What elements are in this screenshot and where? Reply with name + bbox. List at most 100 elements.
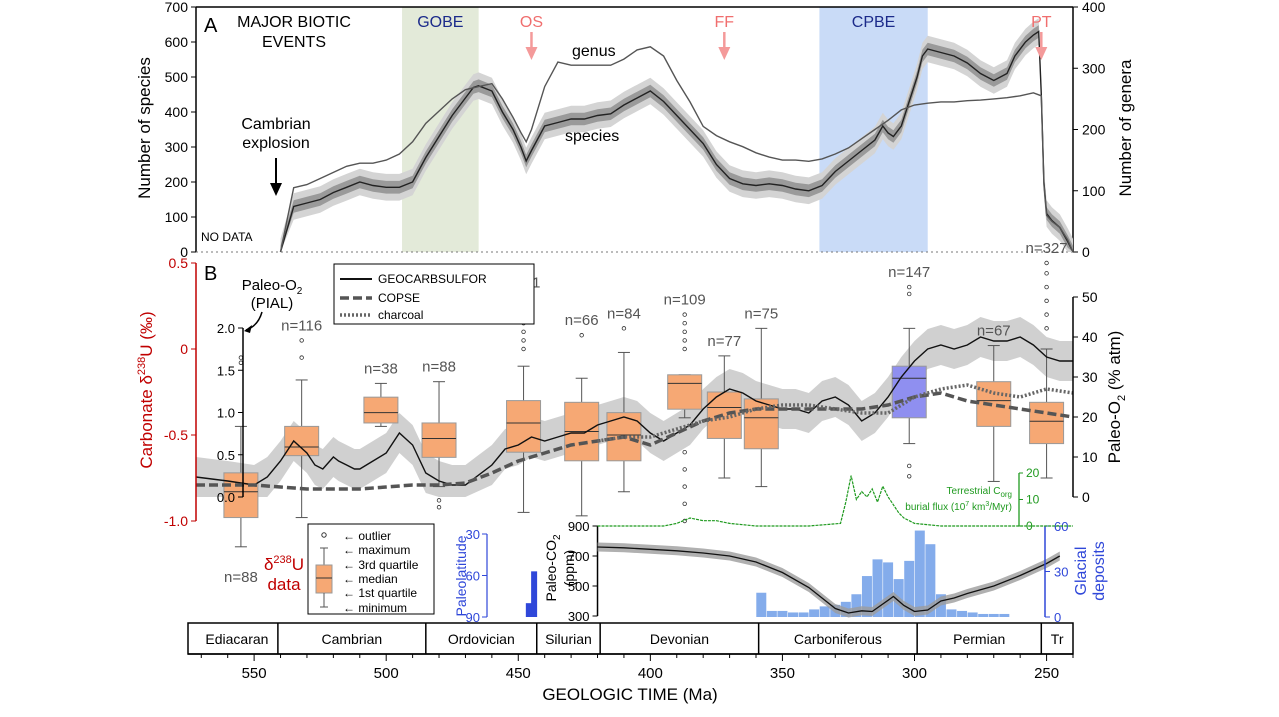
terrestrial-tick-label: 0 xyxy=(1026,519,1033,533)
o2-tick-label: 40 xyxy=(1082,329,1098,345)
pial-tick-label: 1.0 xyxy=(217,406,235,421)
glacial-bar xyxy=(999,613,1010,617)
o2-tick-label: 0 xyxy=(1082,489,1090,505)
cambrian-explosion-line1: Cambrian xyxy=(241,116,310,133)
glacial-bar xyxy=(809,609,820,617)
box-count-label: n=116 xyxy=(281,317,322,334)
u-isotope-boxplots: n=88n=116n=38n=88n=81n=66n=84n=109n=77n=… xyxy=(223,240,1068,586)
box-count-label: n=84 xyxy=(607,305,641,322)
box-outlier xyxy=(682,329,687,334)
charcoal-line xyxy=(597,383,1074,443)
box-outlier xyxy=(682,467,687,472)
glacial-axis-title-line2: deposits xyxy=(1091,541,1108,601)
box-legend-median-label: ← median xyxy=(343,572,398,586)
box-legend-q3-text: 3rd quartile xyxy=(358,558,418,572)
panel-a-letter: A xyxy=(204,15,218,37)
glacial-tick-label: 30 xyxy=(1054,565,1068,580)
event-band-label-0: GOBE xyxy=(417,14,463,31)
legend-geocarb-label: GEOCARBSULFOR xyxy=(378,272,487,286)
genera-axis-title: Number of genera xyxy=(1116,59,1135,197)
species-tick-label: 200 xyxy=(165,174,189,190)
legend-copse-label: COPSE xyxy=(378,291,420,305)
box-iqr xyxy=(421,422,457,458)
terrestrial-label-part: 3 xyxy=(985,501,989,508)
genera-tick-label: 200 xyxy=(1082,122,1106,138)
pial-label-line1: Paleo-O2 xyxy=(242,277,303,297)
copse-line xyxy=(196,391,1074,491)
box-legend-q1-text: 1st quartile xyxy=(358,586,417,600)
paleolatitude-tick-label: 60 xyxy=(466,569,480,584)
co2-tick-label: 500 xyxy=(568,579,590,594)
box-iqr xyxy=(667,374,703,410)
box-iqr xyxy=(1029,401,1065,445)
box-iqr xyxy=(976,381,1012,427)
event-label-ff: FF xyxy=(715,14,735,31)
pial-label-line2: (PIAL) xyxy=(251,295,294,312)
u-isotope-tick-label: -1.0 xyxy=(164,513,188,529)
species-envelope-outer xyxy=(280,18,1073,253)
box-outlier xyxy=(238,355,244,360)
x-tick-label: 400 xyxy=(638,665,663,682)
glacial-bar xyxy=(766,610,777,617)
box-iqr xyxy=(363,396,399,424)
box-count-label: n=147 xyxy=(888,264,930,281)
u-isotope-tick-label: 0.5 xyxy=(169,255,189,271)
glacial-bar xyxy=(798,612,809,617)
box-outlier xyxy=(682,321,687,326)
co2-title-part: Paleo-CO xyxy=(543,540,559,602)
event-arrow-head xyxy=(1035,47,1048,60)
genus-label: genus xyxy=(572,43,616,60)
period-tr: Tr xyxy=(1051,631,1064,647)
box-outlier xyxy=(682,346,687,352)
terrestrial-flux-line xyxy=(597,475,1073,527)
species-label: species xyxy=(565,128,619,145)
box-count-label: n=66 xyxy=(565,312,599,329)
no-data-label: NO DATA xyxy=(201,230,253,244)
box-iqr xyxy=(506,400,542,453)
box-outlier xyxy=(682,312,687,317)
box-legend-q1-label: ← 1st quartile xyxy=(343,586,417,600)
co2-envelope xyxy=(597,542,1060,618)
o2-tick-label: 50 xyxy=(1082,289,1098,305)
box-outlier xyxy=(579,333,584,338)
figure-labels: A MAJOR BIOTIC EVENTS Cambrian explosion… xyxy=(135,14,1135,704)
box-count-label: n=327 xyxy=(1026,240,1068,257)
paleolatitude-tick-label: 30 xyxy=(466,527,480,542)
u-data-label-line1: δ238U xyxy=(264,554,304,574)
genera-tick-label: 400 xyxy=(1082,0,1106,15)
box-legend-box xyxy=(315,564,333,594)
o2-axis-title: Paleo-O2 (% atm) xyxy=(1105,331,1128,464)
box-outlier xyxy=(1044,312,1049,317)
terrestrial-tick-label: 20 xyxy=(1026,466,1040,480)
genera-tick-label: 300 xyxy=(1082,60,1106,76)
glacial-bar xyxy=(777,610,788,617)
box-outlier xyxy=(436,498,442,503)
box-legend-maximum-text: maximum xyxy=(358,543,410,557)
terrestrial-label-part: Terrestrial C xyxy=(947,486,1001,497)
x-tick-label: 450 xyxy=(506,665,531,682)
glacial-bar xyxy=(819,606,830,617)
o2-tick-label: 20 xyxy=(1082,409,1098,425)
glacial-bar xyxy=(851,594,862,617)
glacial-bar xyxy=(914,530,925,617)
panel-a-frame: 0 100 200 300 400 500 600 700 0 100 200 300 400 xyxy=(165,0,1106,260)
box-outlier xyxy=(907,284,912,290)
box-outlier xyxy=(521,329,526,334)
u-isotope-tick-label: 0 xyxy=(180,341,188,357)
events-title-line1: MAJOR BIOTIC xyxy=(237,14,351,31)
period-devonian: Devonian xyxy=(650,631,709,647)
u-isotope-axis-title: Carbonate δ238U (‰) xyxy=(136,311,156,468)
period-carboniferous: Carboniferous xyxy=(794,631,882,647)
species-tick-label: 300 xyxy=(165,139,189,155)
box-count-label: n=75 xyxy=(744,305,778,322)
biotic-event-bands: GOBE CPBE xyxy=(402,7,928,252)
pial-tick-label: 1.5 xyxy=(217,363,235,378)
x-axis-title: GEOLOGIC TIME (Ma) xyxy=(542,685,717,704)
x-tick-label: 250 xyxy=(1034,665,1059,682)
period-ordovician: Ordovician xyxy=(448,631,515,647)
co2-line xyxy=(597,546,1061,614)
glacial-bar xyxy=(787,612,798,617)
box-outlier xyxy=(621,326,627,331)
genera-tick-label: 0 xyxy=(1082,244,1090,260)
